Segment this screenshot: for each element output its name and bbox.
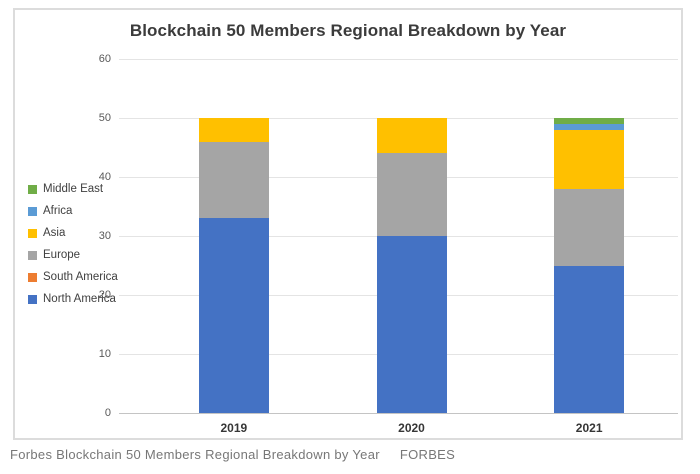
bar-segment-2021-africa xyxy=(554,123,625,130)
y-tick-label-60: 60 xyxy=(98,53,111,65)
legend-label-middle-east: Middle East xyxy=(43,183,104,195)
y-tick-label-20: 20 xyxy=(98,289,111,301)
legend-label-south-america: South America xyxy=(43,271,118,283)
chart-title: Blockchain 50 Members Regional Breakdown… xyxy=(129,21,567,40)
x-tick-label-2019: 2019 xyxy=(220,421,248,435)
legend-label-europe: Europe xyxy=(43,249,81,261)
y-tick-label-50: 50 xyxy=(98,112,111,124)
legend-item-asia: Asia xyxy=(28,222,118,244)
x-axis-line xyxy=(119,413,678,414)
plot-area: 0 10 20 30 40 50 60 2019 2020 2021 xyxy=(99,53,678,435)
bar-segment-2019-north-america xyxy=(198,218,269,413)
bar-segment-2019-europe xyxy=(198,141,269,219)
legend-item-africa: Africa xyxy=(28,200,118,222)
y-tick-label-10: 10 xyxy=(98,348,111,360)
legend-item-south-america: South America xyxy=(28,266,118,288)
bar-segment-2020-north-america xyxy=(376,236,447,413)
y-tick-label-30: 30 xyxy=(98,230,111,242)
bar-segment-2021-middle-east xyxy=(554,118,625,124)
legend-swatch-north-america xyxy=(28,294,37,304)
legend-item-europe: Europe xyxy=(28,244,118,266)
chart-card: Blockchain 50 Members Regional Breakdown… xyxy=(13,8,683,440)
gridline-60 xyxy=(119,59,678,60)
y-tick-label-40: 40 xyxy=(98,171,111,183)
y-tick-label-0: 0 xyxy=(104,407,111,419)
bar-segment-2021-north-america xyxy=(554,265,625,413)
legend-swatch-asia xyxy=(28,228,37,238)
legend-swatch-middle-east xyxy=(28,184,37,194)
caption-text: Forbes Blockchain 50 Members Regional Br… xyxy=(10,447,380,462)
legend-item-middle-east: Middle East xyxy=(28,178,118,200)
legend-item-north-america: North America xyxy=(28,288,118,310)
legend-label-north-america: North America xyxy=(43,293,116,305)
caption-brand: FORBES xyxy=(399,447,456,462)
legend-label-asia: Asia xyxy=(43,227,66,239)
legend-swatch-africa xyxy=(28,206,37,216)
source-caption: Forbes Blockchain 50 Members Regional Br… xyxy=(10,447,455,462)
bar-segment-2020-asia xyxy=(376,118,447,154)
bar-segment-2020-europe xyxy=(376,153,447,236)
legend-swatch-south-america xyxy=(28,272,37,282)
bar-segment-2021-europe xyxy=(554,188,625,266)
legend-label-africa: Africa xyxy=(43,205,73,217)
bar-segment-2021-asia xyxy=(554,129,625,189)
legend: Middle East Africa Asia Europe South America… xyxy=(28,178,118,310)
bar-segment-2019-asia xyxy=(198,118,269,142)
x-tick-label-2021: 2021 xyxy=(575,421,603,435)
x-tick-label-2020: 2020 xyxy=(398,421,425,435)
legend-swatch-europe xyxy=(28,250,37,260)
